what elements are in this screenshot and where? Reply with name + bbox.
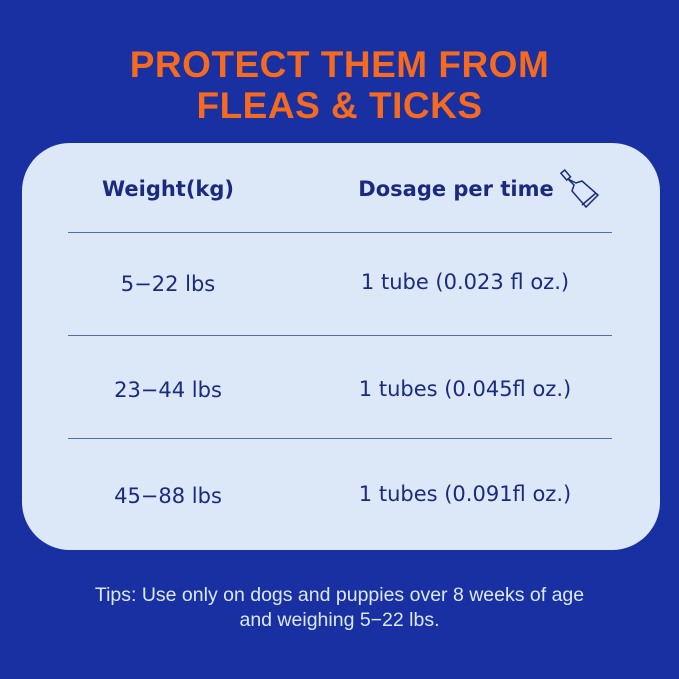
headline-line-1: PROTECT THEM FROM (129, 44, 550, 85)
row-2-dosage: 1 tubes (0.045fl oz.) (358, 377, 572, 401)
tips-line-2: and weighing 5−22 lbs. (239, 609, 440, 631)
divider (68, 438, 612, 439)
divider (68, 232, 612, 233)
tips-line-1: Tips: Use only on dogs and puppies over … (94, 584, 585, 606)
row-1-dosage: 1 tube (0.023 fl oz.) (360, 270, 570, 294)
tube-icon (560, 169, 600, 209)
tips-text: Tips: Use only on dogs and puppies over … (0, 583, 679, 633)
headline-line-2: FLEAS & TICKS (196, 85, 483, 126)
dosage-table: Weight(kg) Dosage per time 5−22 lbs 1 tu… (22, 143, 660, 550)
divider (68, 335, 612, 336)
row-3-dosage: 1 tubes (0.091fl oz.) (358, 482, 572, 506)
header-dosage: Dosage per time (358, 177, 554, 201)
row-2-weight: 23−44 lbs (114, 378, 222, 402)
headline: PROTECT THEM FROM FLEAS & TICKS (0, 44, 679, 126)
header-weight: Weight(kg) (101, 177, 235, 201)
row-1-weight: 5−22 lbs (120, 272, 216, 296)
row-3-weight: 45−88 lbs (114, 484, 222, 508)
